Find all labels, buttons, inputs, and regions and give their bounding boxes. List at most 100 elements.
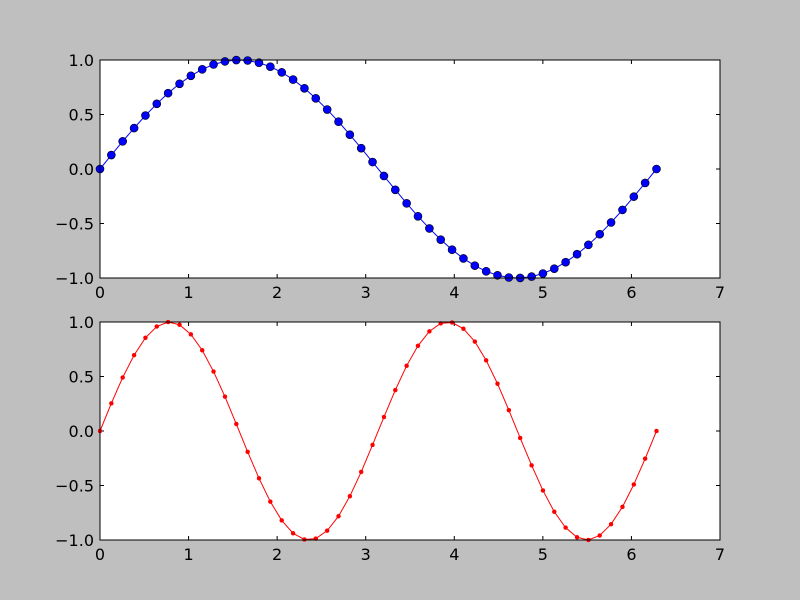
data-point [302, 537, 306, 541]
data-point [155, 325, 159, 329]
data-point [552, 510, 556, 514]
data-point [630, 193, 638, 201]
data-point [257, 476, 261, 480]
data-point [141, 112, 149, 120]
data-point [335, 118, 343, 126]
data-point [482, 267, 490, 275]
data-point [178, 323, 182, 327]
data-point [337, 514, 341, 518]
data-point [119, 137, 127, 145]
figure: 01234567−1.0−0.50.00.51.001234567−1.0−0.… [0, 0, 800, 600]
data-point [393, 388, 397, 392]
x-tick-label: 1 [183, 545, 193, 564]
y-tick-label: −0.5 [55, 215, 94, 234]
x-tick-label: 0 [95, 283, 105, 302]
data-point [130, 124, 138, 132]
data-point [484, 358, 488, 362]
data-point [473, 340, 477, 344]
data-point [459, 254, 467, 262]
x-tick-label: 5 [538, 545, 548, 564]
data-point [403, 199, 411, 207]
data-point [596, 230, 604, 238]
data-point [652, 165, 660, 173]
data-point [641, 179, 649, 187]
data-point [643, 457, 647, 461]
data-point [607, 218, 615, 226]
data-point [584, 241, 592, 249]
data-point [371, 443, 375, 447]
data-point [461, 327, 465, 331]
data-point [278, 68, 286, 76]
data-point [541, 488, 545, 492]
x-tick-label: 2 [272, 283, 282, 302]
data-point [562, 258, 570, 266]
data-point [266, 63, 274, 71]
chart-svg: 01234567−1.0−0.50.00.51.001234567−1.0−0.… [0, 0, 800, 600]
data-point [107, 151, 115, 159]
data-point [437, 236, 445, 244]
data-point [598, 533, 602, 537]
data-point [189, 332, 193, 336]
data-point [221, 57, 229, 65]
data-point [414, 212, 422, 220]
data-point [164, 89, 172, 97]
data-point [609, 522, 613, 526]
data-point [300, 84, 308, 92]
data-point [121, 376, 125, 380]
data-point [505, 273, 513, 281]
data-point [620, 505, 624, 509]
data-point [132, 353, 136, 357]
data-point [359, 470, 363, 474]
data-point [234, 422, 238, 426]
y-tick-label: 1.0 [69, 51, 94, 70]
data-point [416, 344, 420, 348]
data-point [528, 273, 536, 281]
data-point [382, 415, 386, 419]
x-tick-label: 5 [538, 283, 548, 302]
data-point [280, 518, 284, 522]
data-point [425, 224, 433, 232]
y-tick-label: −0.5 [55, 477, 94, 496]
data-point [143, 336, 147, 340]
data-point [405, 364, 409, 368]
subplot-1: 01234567−1.0−0.50.00.51.0 [55, 51, 725, 302]
data-point [291, 531, 295, 535]
data-point [210, 61, 218, 69]
data-point [109, 401, 113, 405]
data-point [632, 482, 636, 486]
data-point [325, 529, 329, 533]
subplot-2: 01234567−1.0−0.50.00.51.0 [55, 313, 725, 564]
data-point [244, 57, 252, 65]
data-point [198, 65, 206, 73]
x-tick-label: 3 [361, 545, 371, 564]
y-tick-label: 1.0 [69, 313, 94, 332]
data-point [391, 186, 399, 194]
data-point [187, 72, 195, 80]
x-tick-label: 4 [449, 545, 459, 564]
data-point [246, 450, 250, 454]
data-point [369, 158, 377, 166]
data-point [212, 370, 216, 374]
x-tick-label: 1 [183, 283, 193, 302]
data-point [507, 408, 511, 412]
data-point [380, 172, 388, 180]
plot-area [100, 60, 720, 278]
x-tick-label: 2 [272, 545, 282, 564]
data-point [323, 106, 331, 114]
y-tick-label: 0.5 [69, 368, 94, 387]
data-point [575, 535, 579, 539]
x-tick-label: 3 [361, 283, 371, 302]
x-tick-label: 6 [626, 545, 636, 564]
plot-area [100, 322, 720, 540]
data-point [518, 436, 522, 440]
y-tick-label: 0.0 [69, 160, 94, 179]
x-tick-label: 4 [449, 283, 459, 302]
y-tick-label: 0.5 [69, 106, 94, 125]
data-point [357, 144, 365, 152]
data-point [427, 329, 431, 333]
data-point [312, 94, 320, 102]
x-tick-label: 7 [715, 545, 725, 564]
data-point [539, 269, 547, 277]
x-tick-label: 7 [715, 283, 725, 302]
data-point [289, 76, 297, 84]
